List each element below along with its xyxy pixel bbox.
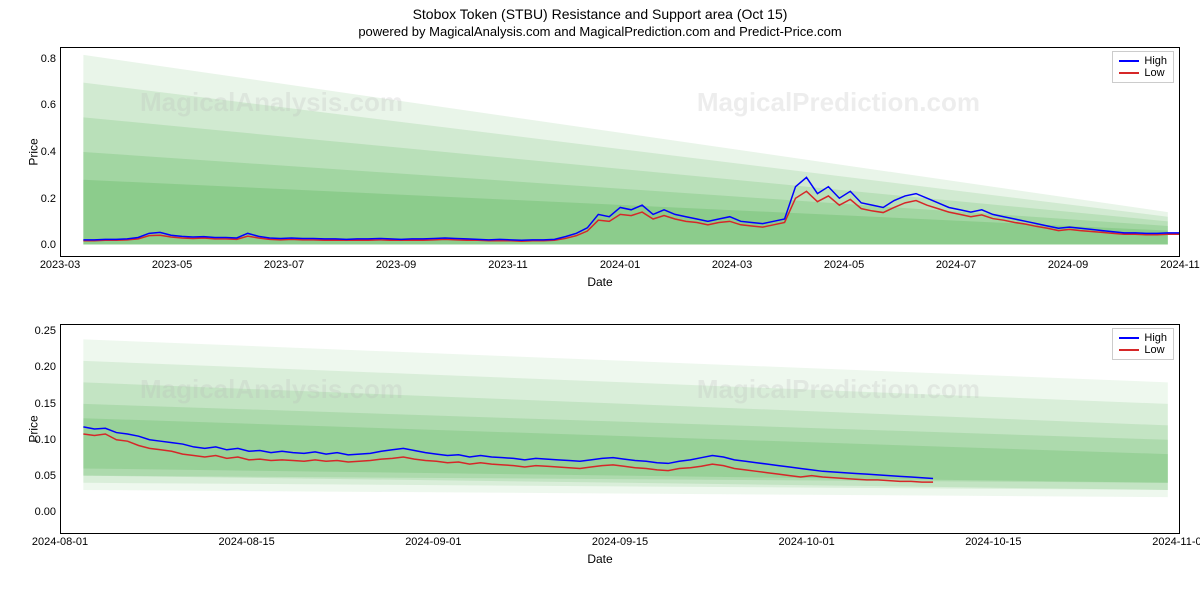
yticks-top: 0.00.20.40.60.8 [12, 47, 56, 257]
legend-row: High [1119, 55, 1167, 67]
xticks-bottom: 2024-08-012024-08-152024-09-012024-09-15… [60, 534, 1180, 550]
bottom-chart-svg [60, 324, 1180, 534]
yticks-bottom: 0.000.050.100.150.200.25 [12, 324, 56, 534]
legend-label-high: High [1144, 332, 1167, 344]
xlabel-top: Date [0, 275, 1200, 289]
legend-swatch-low [1119, 72, 1139, 74]
legend-row: Low [1119, 344, 1167, 356]
legend-top: High Low [1112, 51, 1174, 83]
top-chart-container: Price 0.00.20.40.60.8 2023-032023-052023… [60, 47, 1180, 257]
legend-swatch-low [1119, 349, 1139, 351]
legend-bottom: High Low [1112, 328, 1174, 360]
xlabel-bottom: Date [0, 552, 1200, 566]
legend-row: Low [1119, 67, 1167, 79]
legend-row: High [1119, 332, 1167, 344]
legend-swatch-high [1119, 60, 1139, 62]
chart-subtitle: powered by MagicalAnalysis.com and Magic… [0, 24, 1200, 39]
legend-label-low: Low [1144, 344, 1164, 356]
legend-label-low: Low [1144, 67, 1164, 79]
bottom-chart-container: Price 0.000.050.100.150.200.25 2024-08-0… [60, 324, 1180, 534]
chart-title: Stobox Token (STBU) Resistance and Suppo… [0, 6, 1200, 22]
xticks-top: 2023-032023-052023-072023-092023-112024-… [60, 257, 1180, 273]
legend-label-high: High [1144, 55, 1167, 67]
legend-swatch-high [1119, 337, 1139, 339]
top-chart-svg [60, 47, 1180, 257]
